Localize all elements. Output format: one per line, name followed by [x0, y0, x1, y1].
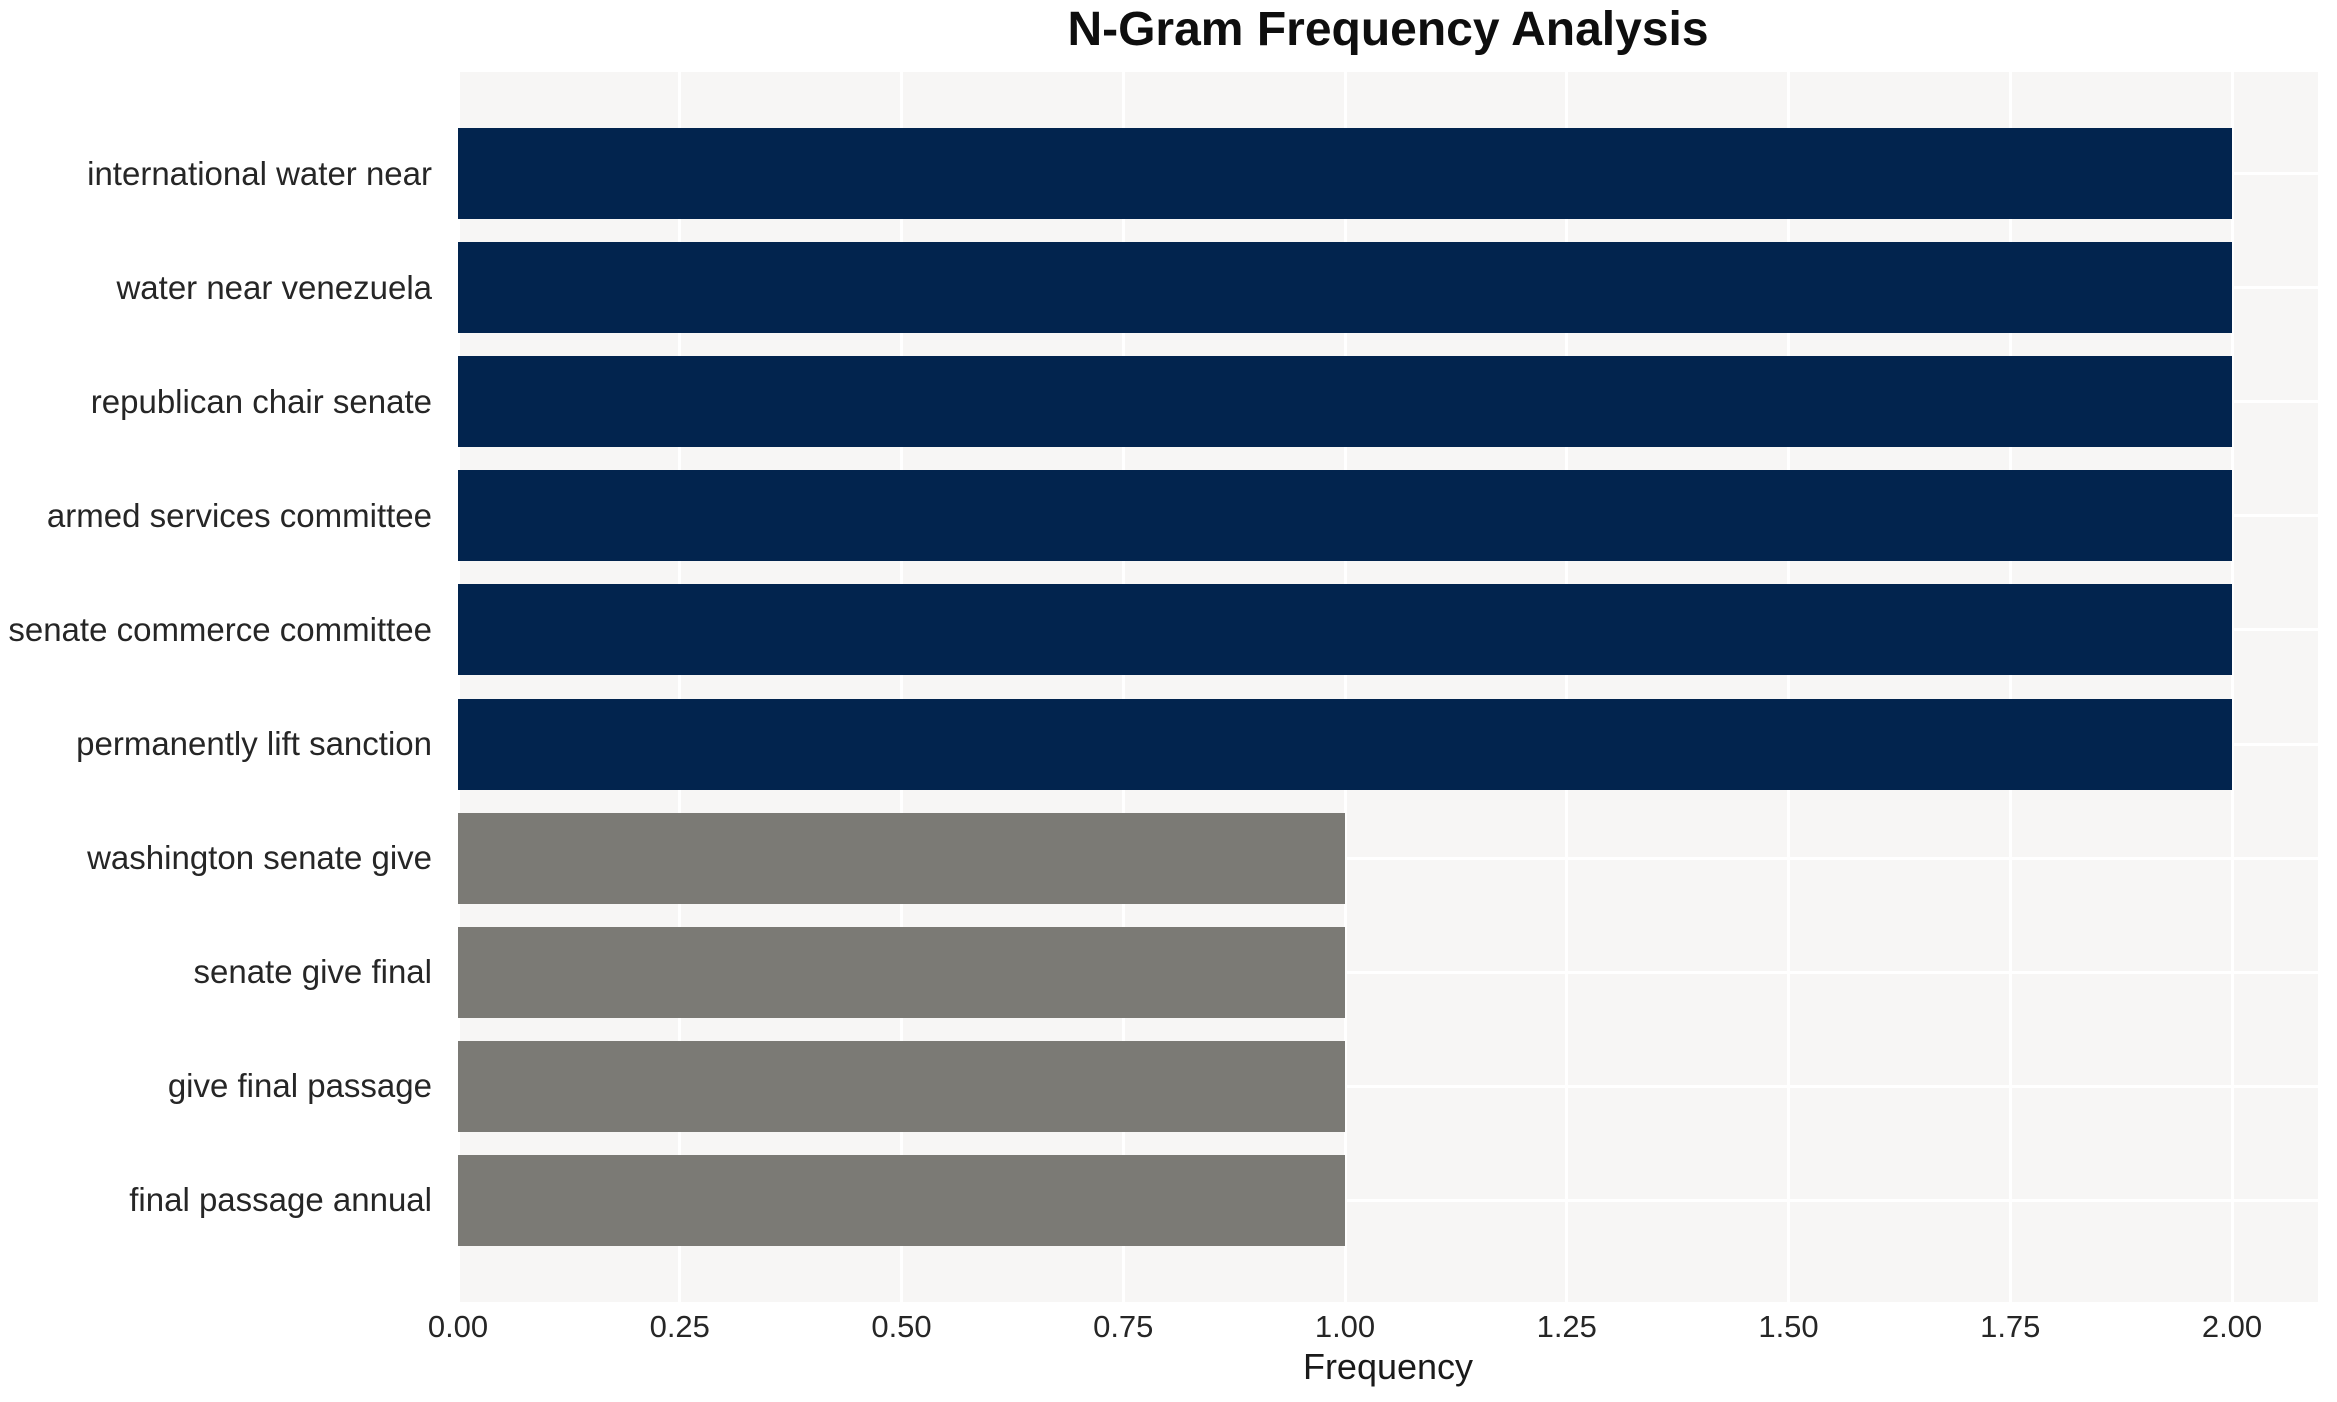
bar — [458, 812, 1345, 904]
x-tick-label: 2.00 — [2201, 1309, 2263, 1344]
gridline-horizontal — [458, 970, 2318, 974]
gridline-horizontal — [458, 1198, 2318, 1202]
gridline-vertical — [678, 72, 682, 1302]
y-tick-label: armed services committee — [46, 496, 432, 534]
x-axis-label: Frequency — [1302, 1346, 1474, 1387]
gridline-vertical — [458, 72, 460, 1302]
bar — [458, 1040, 1345, 1132]
bar — [458, 698, 2232, 790]
gridline-vertical — [2230, 72, 2234, 1302]
y-tick-label: washington senate give — [87, 839, 432, 877]
plot-area — [458, 72, 2318, 1302]
y-tick-label: senate give final — [193, 953, 433, 991]
y-tick-label: international water near — [87, 154, 432, 192]
y-axis-labels: international water near water near venez… — [0, 72, 444, 1302]
bar — [458, 128, 2232, 219]
gridline-horizontal — [458, 856, 2318, 860]
bar — [458, 470, 2232, 562]
y-tick-label: senate commerce committee — [8, 610, 432, 648]
bar — [458, 1154, 1345, 1246]
bar — [458, 926, 1345, 1018]
gridline-vertical — [1121, 72, 1125, 1302]
x-tick-label: 1.00 — [1314, 1309, 1376, 1344]
x-axis-ticks: 0.00 0.25 0.50 0.75 1.00 1.25 1.50 1.75 2.00 — [428, 1309, 2318, 1349]
x-tick-label: 0.00 — [427, 1309, 489, 1344]
y-tick-label: water near venezuela — [116, 268, 432, 306]
y-tick-label: give final passage — [167, 1067, 432, 1105]
bar — [458, 584, 2232, 676]
x-tick-label: 1.25 — [1536, 1309, 1597, 1344]
x-tick-label: 1.50 — [1758, 1309, 1819, 1344]
x-tick-label: 1.75 — [1980, 1309, 2041, 1344]
gridline-vertical — [1565, 72, 1569, 1302]
x-tick-label: 0.25 — [649, 1309, 710, 1344]
chart-title: N-Gram Frequency Analysis — [1067, 3, 1709, 56]
gridline-horizontal — [458, 1084, 2318, 1088]
x-tick-label: 0.75 — [1093, 1309, 1154, 1344]
gridline-vertical — [900, 72, 903, 1302]
gridline-vertical — [1787, 72, 1790, 1302]
bar — [458, 356, 2232, 448]
x-tick-label: 0.50 — [871, 1309, 932, 1344]
y-tick-label: permanently lift sanction — [76, 725, 432, 762]
gridline-vertical — [2008, 72, 2012, 1302]
y-tick-label: final passage annual — [129, 1181, 432, 1219]
gridline-vertical — [1343, 72, 1347, 1302]
bar — [458, 242, 2232, 334]
y-tick-label: republican chair senate — [90, 382, 432, 420]
